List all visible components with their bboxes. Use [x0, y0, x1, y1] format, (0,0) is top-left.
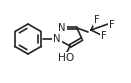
Text: F: F: [109, 20, 115, 30]
Text: F: F: [94, 15, 100, 25]
Text: N: N: [58, 23, 66, 33]
Text: F: F: [101, 31, 107, 41]
Text: N: N: [53, 34, 61, 44]
Text: HO: HO: [58, 53, 74, 63]
